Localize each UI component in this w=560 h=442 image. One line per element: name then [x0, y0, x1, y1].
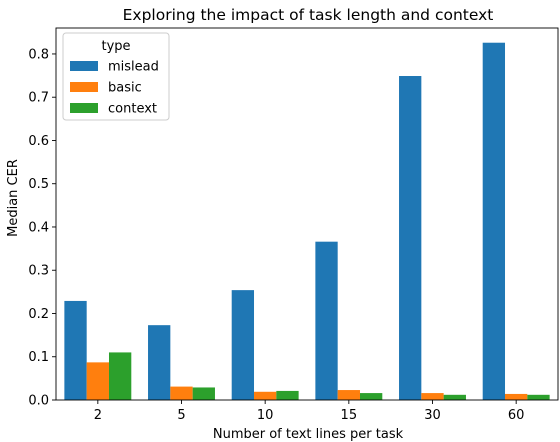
legend-swatch-context: [70, 103, 98, 113]
bar-basic-5: [170, 386, 193, 400]
x-axis-label: Number of text lines per task: [213, 427, 404, 442]
bar-basic-60: [505, 393, 528, 400]
y-tick-label: 0.5: [28, 177, 49, 192]
x-tick-label: 2: [94, 408, 102, 423]
legend-label-mislead: mislead: [108, 60, 159, 75]
legend-swatch-mislead: [70, 61, 98, 71]
legend-box: [62, 32, 170, 121]
plot-area: 0.0 0.1 0.2 0.3 0.4 0.5 0.6 0.7 0.8 2 5 10 15 30 60: [28, 27, 559, 423]
bar-mislead-15: [315, 241, 338, 400]
bar-context-2: [108, 352, 132, 400]
y-tick-label: 0.8: [28, 47, 49, 62]
bar-basic-30: [421, 393, 444, 400]
bar-mislead-60: [482, 42, 506, 401]
legend-swatch-basic: [70, 82, 98, 92]
bar-mislead-2: [64, 300, 87, 400]
y-tick-label: 0.6: [28, 134, 49, 149]
legend: type mislead basic context: [62, 32, 170, 121]
x-tick-label: 30: [424, 408, 441, 423]
legend-label-basic: basic: [108, 81, 142, 96]
y-tick-label: 0.0: [28, 394, 49, 409]
y-tick-label: 0.4: [28, 220, 49, 235]
chart-title: Exploring the impact of task length and …: [123, 6, 494, 24]
x-tick-label: 15: [341, 408, 358, 423]
axes-frame: [55, 27, 559, 401]
bar-context-30: [443, 394, 466, 400]
y-tick-label: 0.1: [28, 350, 49, 365]
legend-title: type: [101, 39, 130, 54]
bar-context-15: [359, 393, 383, 400]
x-tick-label: 5: [177, 408, 185, 423]
y-tick-label: 0.3: [28, 264, 49, 279]
bar-mislead-5: [148, 325, 171, 400]
x-tick-label: 60: [508, 408, 525, 423]
y-axis-label: Median CER: [6, 159, 21, 237]
bar-mislead-10: [231, 290, 255, 400]
bar-basic-10: [254, 391, 277, 400]
bar-basic-15: [337, 390, 360, 400]
y-tick-label: 0.2: [28, 307, 49, 322]
y-tick-label: 0.7: [28, 91, 49, 106]
bar-context-10: [276, 390, 299, 400]
bar-basic-2: [86, 362, 109, 400]
x-tick-label: 10: [257, 408, 274, 423]
bar-context-60: [527, 394, 550, 400]
bar-context-5: [192, 387, 215, 400]
bar-mislead-30: [399, 76, 422, 400]
legend-label-context: context: [108, 102, 157, 117]
